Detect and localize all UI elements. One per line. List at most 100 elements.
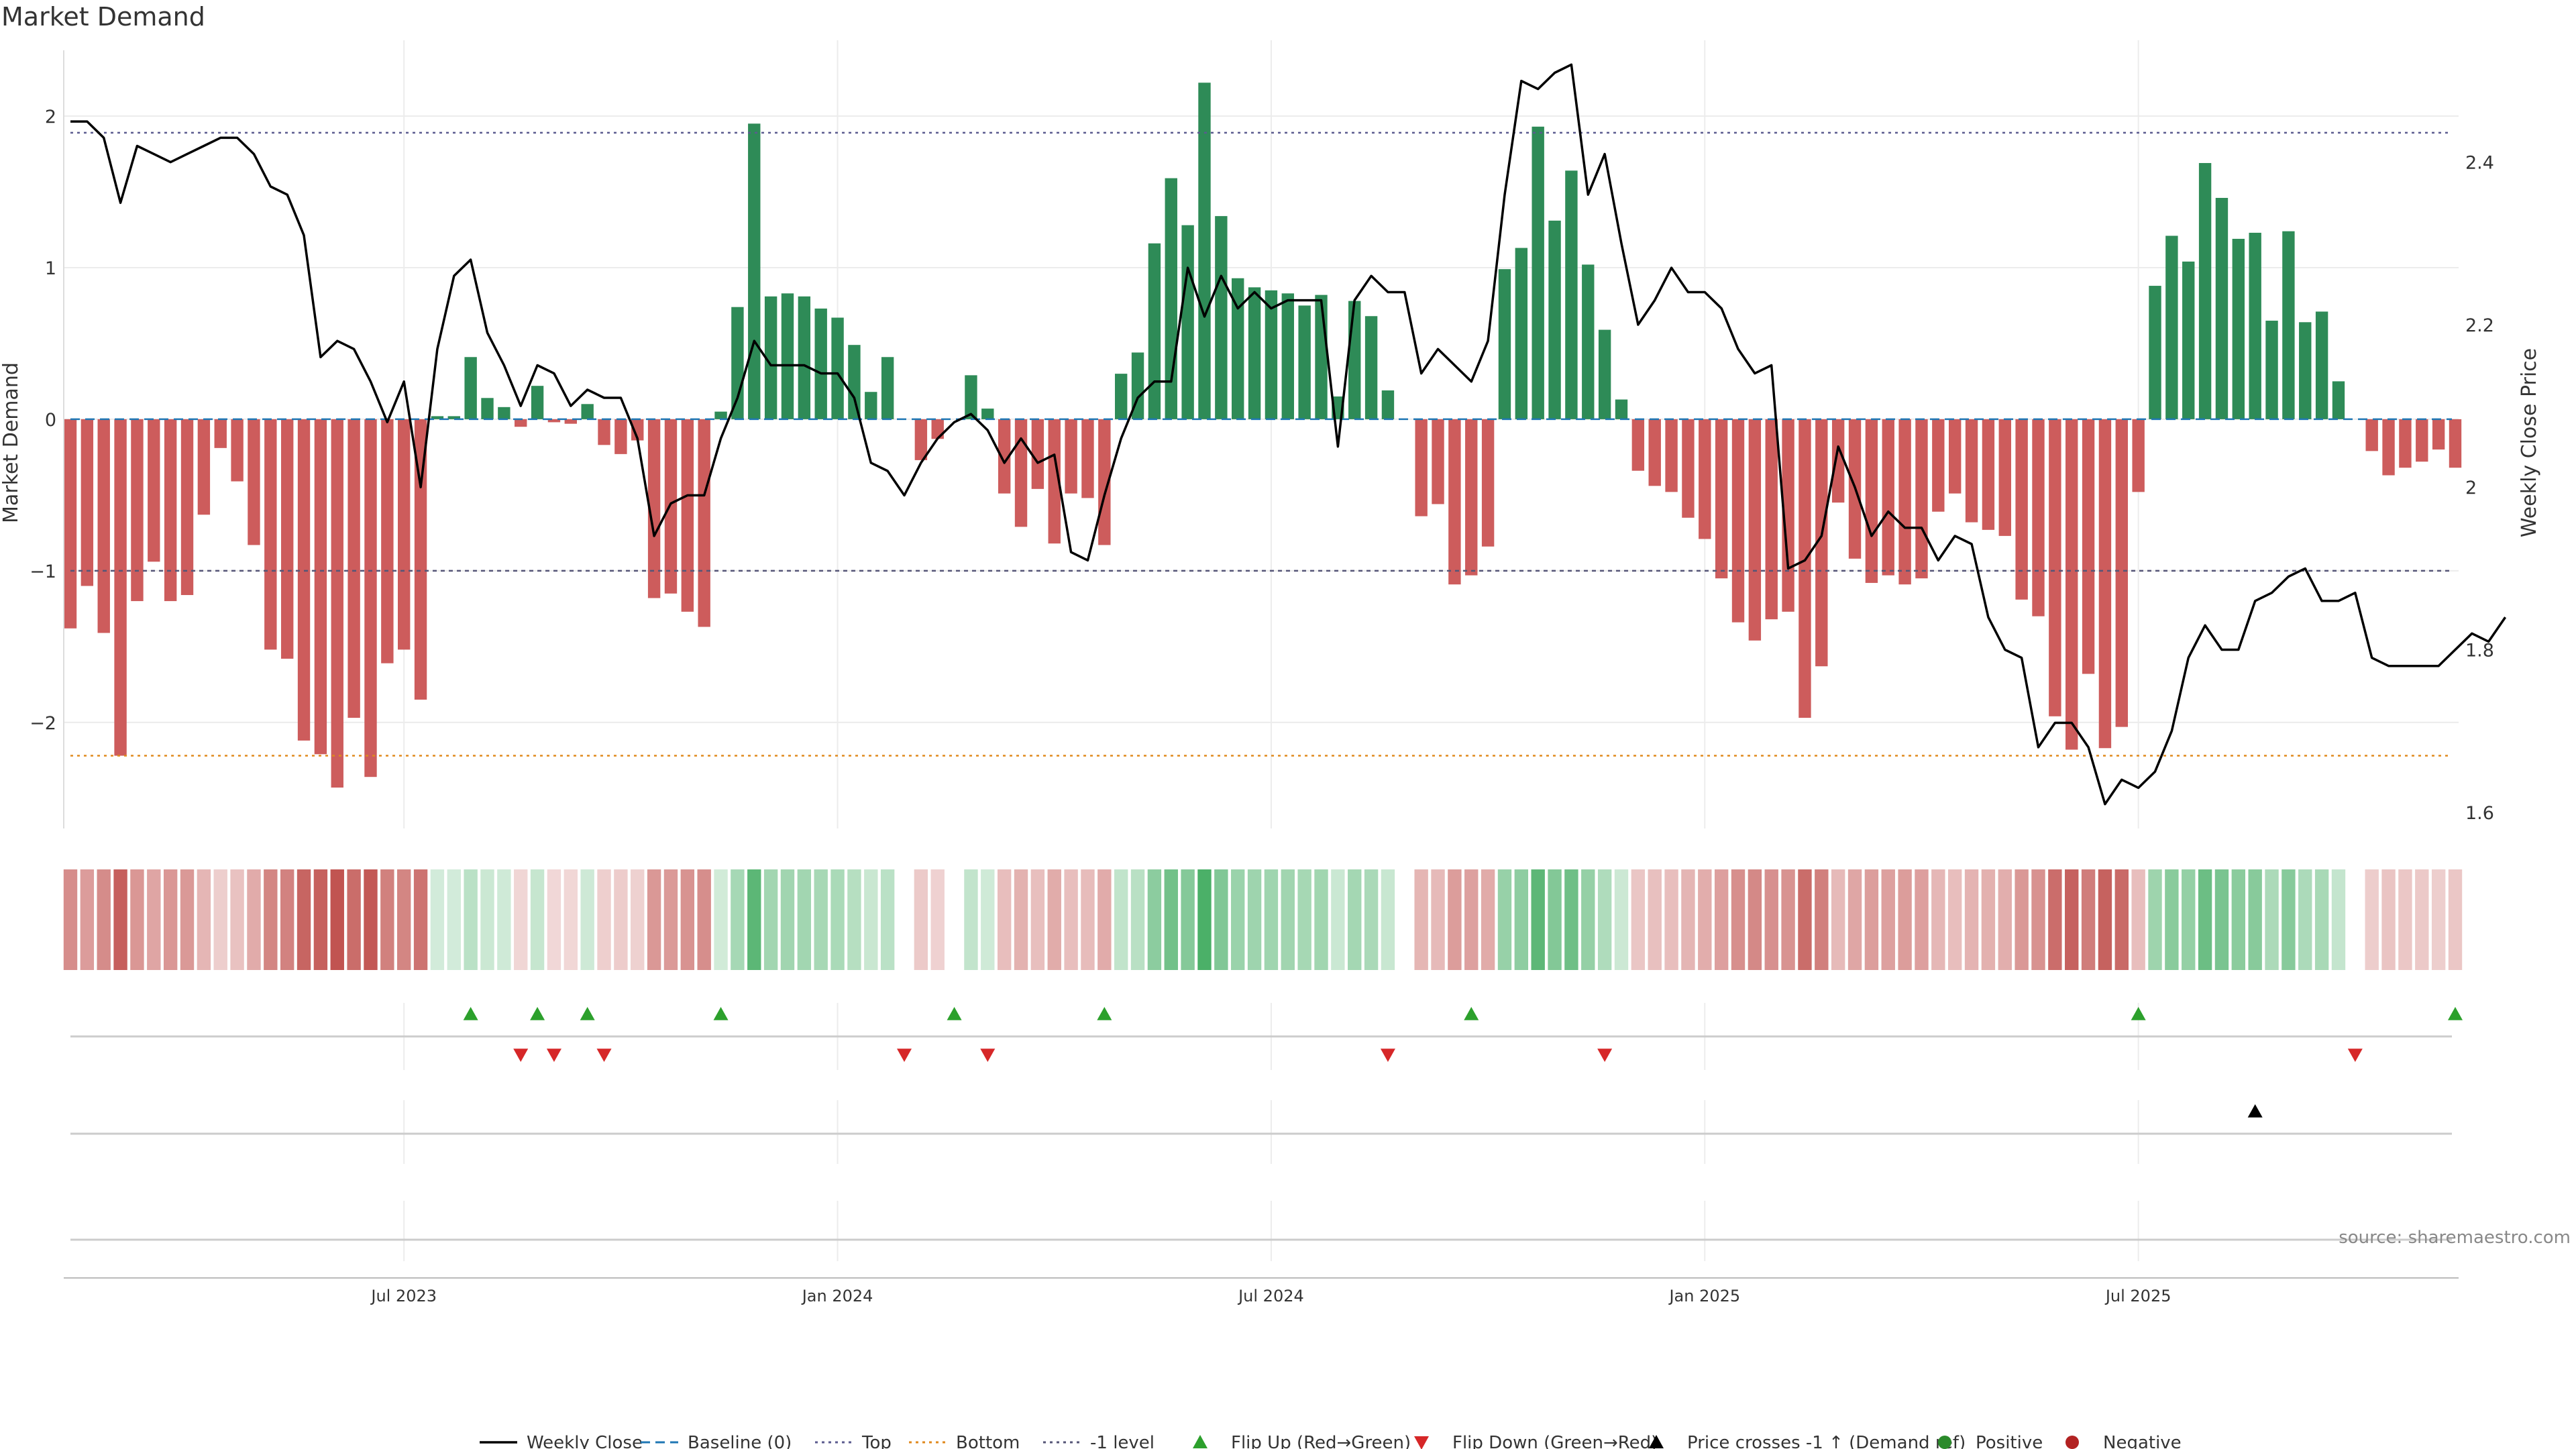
demand-bar bbox=[1731, 419, 1745, 623]
flip-down-marker bbox=[980, 1049, 996, 1062]
demand-bar bbox=[881, 357, 894, 419]
demand-bar bbox=[2416, 419, 2428, 462]
demand-bar bbox=[698, 419, 710, 627]
heat-cell bbox=[1448, 869, 1462, 970]
x-tick-label: Jan 2024 bbox=[801, 1287, 873, 1305]
heat-cell bbox=[1881, 869, 1895, 970]
heat-cell bbox=[2265, 869, 2279, 970]
heat-cell bbox=[1864, 869, 1879, 970]
heat-cell bbox=[2398, 869, 2412, 970]
heat-cell bbox=[464, 869, 478, 970]
heat-cell bbox=[1030, 869, 1045, 970]
heat-cell bbox=[1781, 869, 1795, 970]
x-tick-label: Jul 2023 bbox=[370, 1287, 437, 1305]
demand-bar bbox=[664, 419, 678, 594]
demand-bar bbox=[1114, 374, 1128, 419]
flip-down-marker bbox=[1597, 1049, 1613, 1062]
heat-cell bbox=[1948, 869, 1962, 970]
y-tick-label: −2 bbox=[30, 713, 56, 734]
demand-bar bbox=[1014, 419, 1028, 527]
heat-cell bbox=[697, 869, 711, 970]
legend-label: Top bbox=[861, 1433, 892, 1449]
heat-cell bbox=[663, 869, 678, 970]
demand-bar bbox=[1799, 419, 1811, 718]
legend-swatch bbox=[2065, 1436, 2079, 1449]
heat-cell bbox=[1214, 869, 1228, 970]
demand-bar bbox=[1098, 419, 1111, 545]
demand-bar bbox=[2015, 419, 2028, 600]
demand-bars bbox=[64, 83, 2462, 788]
demand-bar bbox=[398, 419, 411, 650]
demand-bar bbox=[1265, 290, 1278, 419]
demand-bar bbox=[914, 419, 928, 460]
heat-cell bbox=[1097, 869, 1112, 970]
demand-bar bbox=[481, 398, 494, 419]
y-tick-label: 1 bbox=[45, 258, 56, 279]
y-right-tick-label: 1.8 bbox=[2465, 641, 2494, 661]
heat-cell bbox=[647, 869, 661, 970]
heat-cell bbox=[1597, 869, 1612, 970]
heat-cell bbox=[2415, 869, 2429, 970]
legend-label: Weekly Close bbox=[527, 1433, 643, 1449]
heat-cell bbox=[597, 869, 611, 970]
heat-cell bbox=[1130, 869, 1145, 970]
legend-item: Top bbox=[815, 1433, 892, 1449]
demand-bar bbox=[1598, 329, 1611, 419]
heat-cell bbox=[1698, 869, 1712, 970]
legend: Weekly Close Baseline (0) Top Bottom -1 leve… bbox=[480, 1433, 2182, 1449]
heat-cell bbox=[814, 869, 828, 970]
heat-cell bbox=[247, 869, 261, 970]
demand-bar bbox=[2115, 419, 2128, 727]
demand-bar bbox=[347, 419, 360, 718]
heat-cell bbox=[614, 869, 628, 970]
demand-bar bbox=[2365, 419, 2378, 451]
heat-cell bbox=[1264, 869, 1279, 970]
demand-bar bbox=[1432, 419, 1444, 504]
demand-bar bbox=[2382, 419, 2395, 476]
heat-cell bbox=[1247, 869, 1262, 970]
heat-cell bbox=[347, 869, 361, 970]
heat-cell bbox=[1964, 869, 1979, 970]
demand-bar bbox=[1915, 419, 1928, 579]
demand-bar bbox=[381, 419, 394, 663]
weekly-close-series bbox=[70, 63, 2507, 806]
demand-bar bbox=[197, 419, 211, 515]
heat-cell bbox=[1748, 869, 1762, 970]
heat-cell bbox=[1064, 869, 1078, 970]
demand-bar bbox=[814, 308, 827, 419]
heat-cell bbox=[1297, 869, 1311, 970]
reference-lines bbox=[70, 131, 2452, 757]
demand-bar bbox=[1381, 390, 1395, 419]
demand-bar bbox=[498, 407, 511, 419]
heat-cell bbox=[1497, 869, 1512, 970]
demand-bar bbox=[1982, 419, 1995, 530]
demand-bar bbox=[631, 419, 644, 441]
heat-cell bbox=[447, 869, 461, 970]
heat-cell bbox=[1164, 869, 1178, 970]
demand-bar bbox=[364, 419, 377, 777]
heat-cell bbox=[297, 869, 311, 970]
heat-cell bbox=[80, 869, 95, 970]
demand-bar bbox=[1232, 278, 1244, 419]
demand-bar bbox=[764, 296, 777, 419]
x-tick-label: Jul 2025 bbox=[2104, 1287, 2171, 1305]
x-tick-label: Jul 2024 bbox=[1237, 1287, 1304, 1305]
demand-bar bbox=[1831, 419, 1845, 503]
heat-cell bbox=[2131, 869, 2145, 970]
heat-cell bbox=[864, 869, 878, 970]
flip-down-marker bbox=[596, 1049, 612, 1062]
flip-up-marker bbox=[713, 1007, 729, 1020]
heat-cell bbox=[380, 869, 394, 970]
heat-cell bbox=[1197, 869, 1212, 970]
demand-bar bbox=[264, 419, 277, 650]
demand-bar bbox=[1565, 170, 1578, 419]
demand-bar bbox=[998, 419, 1011, 494]
flip-down-marker bbox=[546, 1049, 561, 1062]
heat-cell bbox=[1314, 869, 1328, 970]
demand-bar bbox=[2132, 419, 2145, 492]
heat-cell bbox=[1731, 869, 1746, 970]
demand-bar bbox=[1965, 419, 1978, 523]
demand-bar bbox=[1865, 419, 1878, 583]
flip-down-marker bbox=[513, 1049, 529, 1062]
demand-bar bbox=[1815, 419, 1828, 667]
